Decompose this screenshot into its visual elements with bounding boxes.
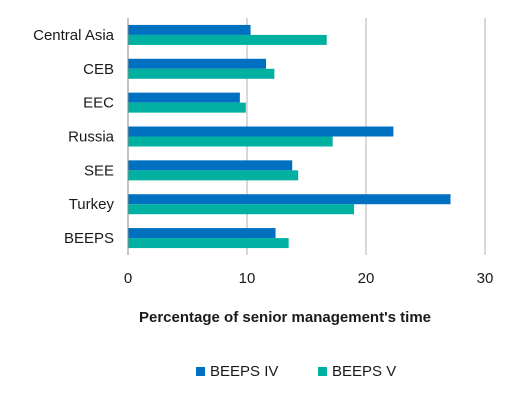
bar-beeps-iv	[128, 24, 251, 35]
bar-beeps-v	[128, 68, 275, 79]
bar-beeps-iv	[128, 126, 394, 137]
bar-beeps-iv	[128, 228, 276, 239]
category-label: CEB	[83, 61, 114, 78]
x-tick-label: 30	[477, 270, 494, 287]
legend: BEEPS IV BEEPS V	[196, 363, 396, 380]
x-tick-label: 0	[124, 270, 132, 287]
bar-beeps-v	[128, 170, 299, 181]
legend-label: BEEPS IV	[210, 363, 278, 380]
legend-label: BEEPS V	[332, 363, 396, 380]
labels: 0 10 20 30 Central Asia CEB EEC Russia SEE Turkey…	[33, 27, 493, 287]
category-label: BEEPS	[64, 230, 114, 247]
legend-swatch	[318, 367, 327, 376]
category-label: Central Asia	[33, 27, 115, 44]
bar-beeps-v	[128, 102, 246, 113]
bar-beeps-iv	[128, 92, 240, 103]
category-label: EEC	[83, 95, 114, 112]
x-axis-title: Percentage of senior management's time	[139, 309, 431, 326]
bar-beeps-v	[128, 204, 355, 215]
x-tick-label: 20	[358, 270, 375, 287]
legend-swatch	[196, 367, 205, 376]
bar-beeps-v	[128, 136, 333, 147]
bar-beeps-v	[128, 34, 327, 45]
bar-beeps-iv	[128, 58, 267, 69]
x-tick-label: 10	[239, 270, 256, 287]
category-label: Turkey	[69, 196, 115, 213]
bar-beeps-v	[128, 238, 289, 249]
category-label: Russia	[68, 129, 115, 146]
bar-beeps-iv	[128, 160, 293, 171]
bars	[128, 24, 451, 249]
category-label: SEE	[84, 162, 114, 179]
bar-beeps-iv	[128, 194, 451, 205]
